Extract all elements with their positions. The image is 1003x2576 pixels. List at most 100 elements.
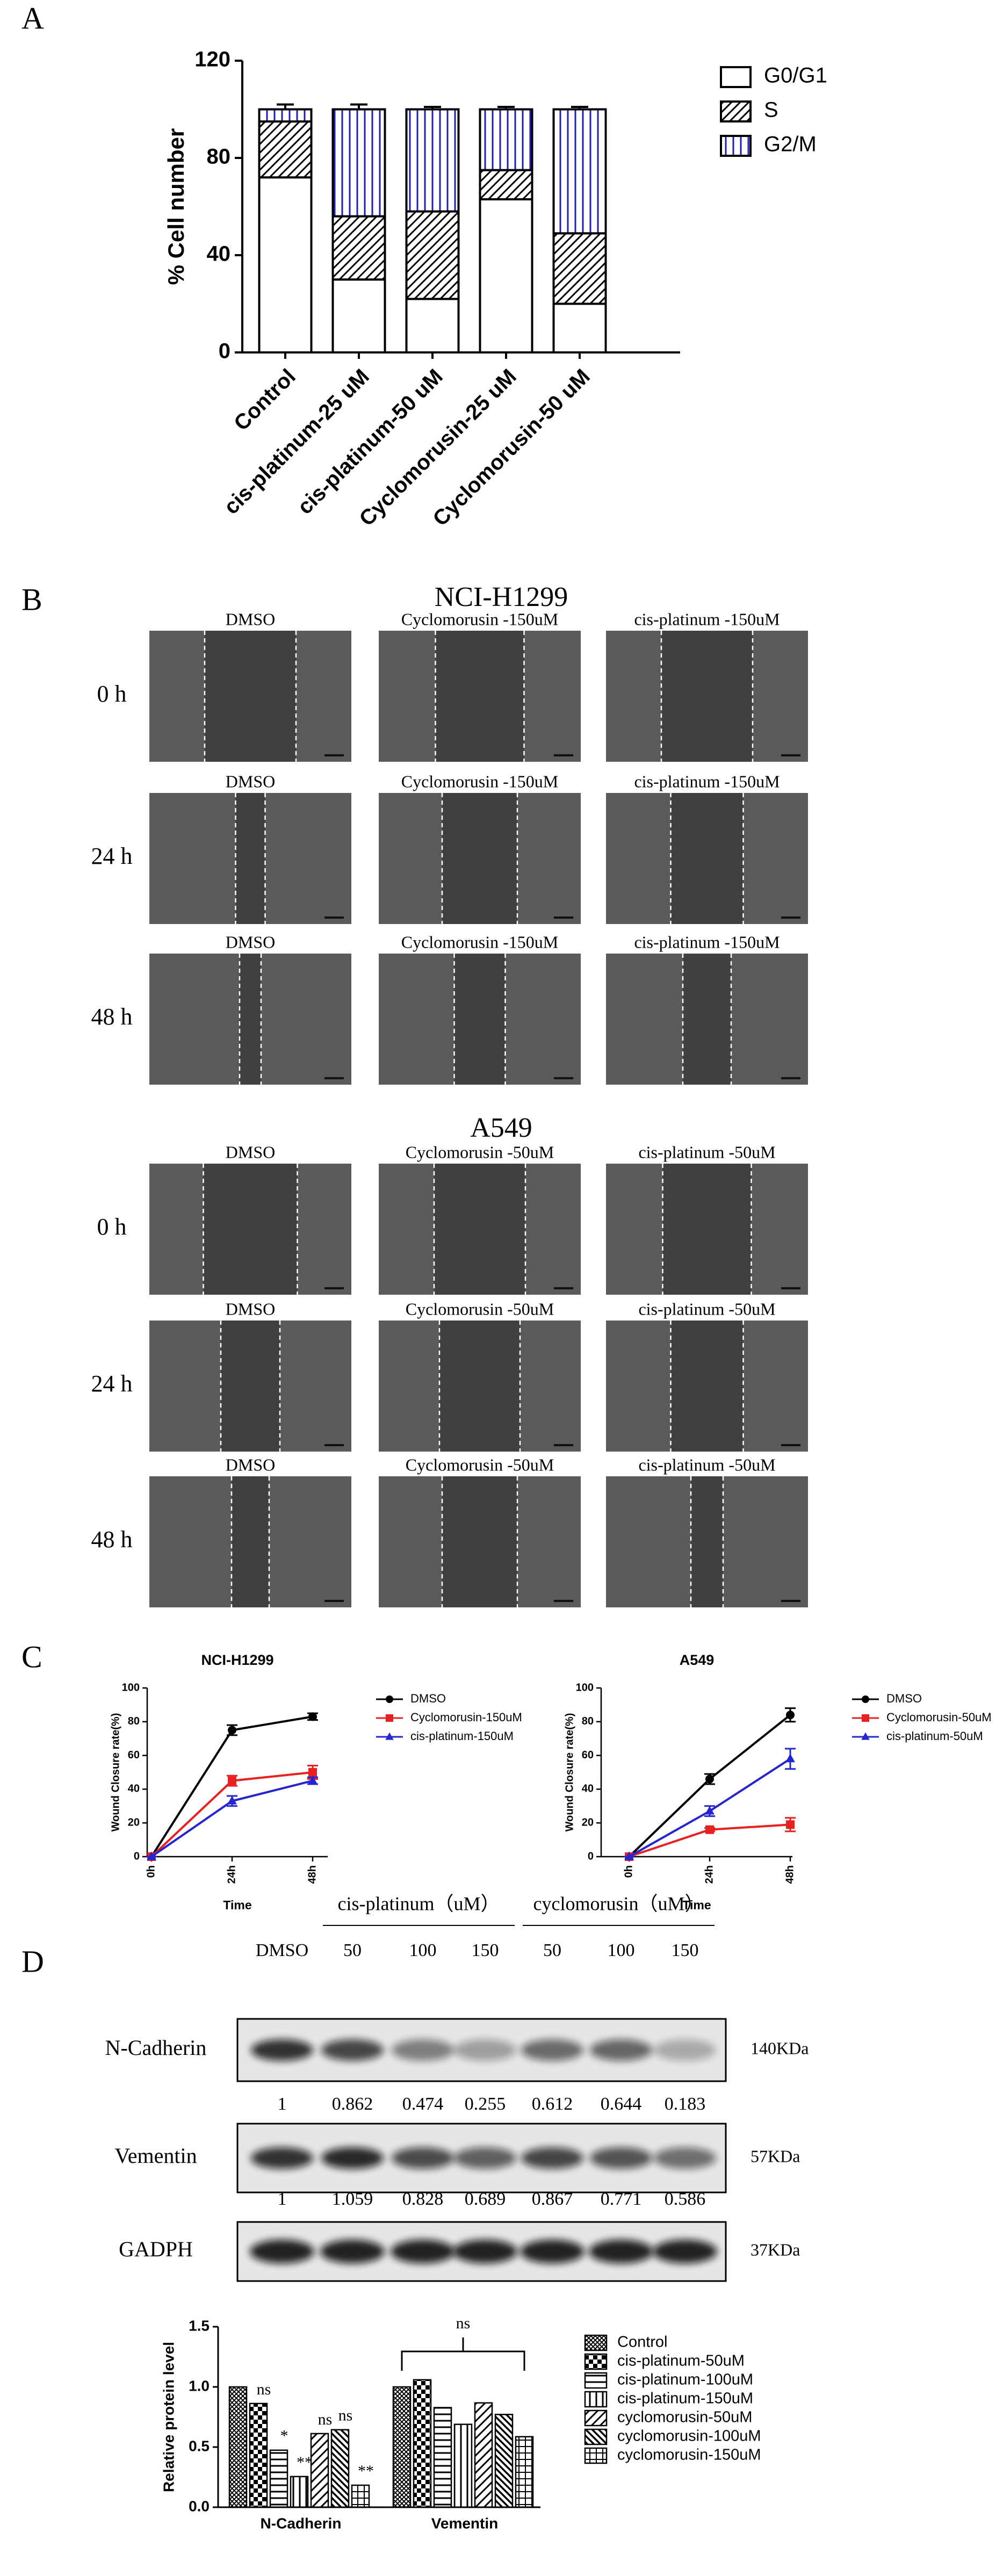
- wound-gap: [683, 954, 731, 1085]
- protein-label: Vementin: [114, 2144, 197, 2168]
- wound-gap: [235, 793, 265, 924]
- blot-band: [521, 2147, 583, 2169]
- quant-label: 1: [278, 2189, 287, 2209]
- y-tick-label: 0: [588, 1850, 594, 1862]
- marker: [705, 1806, 715, 1815]
- bar: [351, 2484, 370, 2508]
- bar: [413, 2379, 432, 2508]
- lane-label: 100: [409, 1940, 437, 1960]
- x-axis-label: Time: [682, 1898, 711, 1912]
- blot-band: [321, 2039, 384, 2061]
- row-label: 24 h: [91, 843, 133, 869]
- y-tick-label: 20: [128, 1816, 140, 1828]
- blot-band: [520, 2240, 585, 2263]
- marker: [786, 1711, 795, 1720]
- legend-label: Cyclomorusin-50uM: [886, 1711, 992, 1724]
- quant-label: 0.586: [665, 2189, 706, 2209]
- significance-label: ns: [318, 2411, 333, 2428]
- column-label: cis-platinum -50uM: [638, 1142, 775, 1161]
- x-tick-label: Vementin: [431, 2515, 498, 2531]
- legend-swatch: [584, 2391, 608, 2408]
- chart-title: NCI-H1299: [201, 1652, 273, 1668]
- bar-segment: [405, 210, 460, 300]
- error-bar: [497, 105, 515, 110]
- lane-label: 50: [343, 1940, 362, 1960]
- marker: [786, 1820, 795, 1829]
- wound-gap: [670, 1321, 744, 1452]
- quant-label: 1.059: [332, 2189, 373, 2209]
- group-title: NCI-H1299: [435, 582, 568, 612]
- legend-label: cyclomorusin-100uM: [617, 2428, 761, 2445]
- y-tick-label: 1.5: [189, 2317, 210, 2334]
- wound-gap: [670, 793, 744, 924]
- marker: [386, 1714, 393, 1722]
- panel-label: D: [21, 1944, 44, 1979]
- marker: [308, 1768, 317, 1777]
- y-tick-label: 80: [207, 145, 231, 169]
- y-tick-label: 40: [582, 1783, 594, 1795]
- wound-gap: [232, 1476, 269, 1607]
- x-tick-label: Control: [229, 365, 300, 436]
- column-label: cis-platinum -50uM: [638, 1299, 775, 1318]
- lane-label: 100: [608, 1940, 635, 1960]
- x-tick-label: 24h: [226, 1865, 237, 1884]
- x-tick-label: 48h: [306, 1865, 318, 1884]
- legend-label: G0/G1: [764, 64, 827, 88]
- wound-gap: [221, 1321, 280, 1452]
- bar: [249, 2402, 268, 2508]
- legend-swatch: [720, 66, 752, 88]
- legend-label: S: [764, 98, 778, 122]
- legend-swatch: [720, 135, 752, 157]
- y-tick-label: 80: [128, 1715, 140, 1727]
- bracket: [401, 2337, 525, 2371]
- group-label: cis-platinum（uM）: [338, 1893, 500, 1914]
- blot-band: [392, 2147, 454, 2169]
- significance-label: **: [358, 2462, 374, 2480]
- column-label: Cyclomorusin -150uM: [401, 609, 558, 629]
- quant-label: 0.183: [665, 2094, 706, 2114]
- legend-swatch: [584, 2428, 608, 2445]
- bar: [228, 2386, 248, 2508]
- lane-label: DMSO: [256, 1940, 308, 1960]
- wound-gap: [454, 954, 506, 1085]
- x-tick-label: 0h: [623, 1865, 634, 1878]
- wound-gap: [442, 793, 517, 924]
- column-label: DMSO: [226, 1142, 275, 1161]
- legend-label: cis-platinum-50uM: [886, 1729, 983, 1743]
- legend-swatch: [584, 2409, 608, 2427]
- quant-label: 0.644: [601, 2094, 642, 2114]
- legend-label: cis-platinum-150uM: [617, 2390, 753, 2407]
- blot-band: [454, 2147, 516, 2169]
- series-line: [628, 1714, 791, 1858]
- panel-label: A: [21, 1, 44, 35]
- quant-label: 0.867: [532, 2189, 573, 2209]
- legend-label: cyclomorusin-150uM: [617, 2447, 761, 2464]
- marker: [308, 1712, 317, 1721]
- bar-segment: [479, 198, 533, 353]
- bar-segment: [405, 298, 460, 354]
- legend-label: cyclomorusin-50uM: [617, 2409, 752, 2426]
- group-title: A549: [470, 1113, 532, 1143]
- marker: [705, 1825, 714, 1834]
- y-tick-label: 0.0: [189, 2498, 210, 2514]
- blot-band: [521, 2039, 583, 2061]
- wound-gap: [691, 1476, 723, 1607]
- x-tick-label: 48h: [784, 1865, 796, 1884]
- group-label: cyclomorusin（uM）: [533, 1893, 704, 1914]
- blot-band: [589, 2240, 653, 2263]
- blot-band: [250, 2240, 314, 2263]
- marker: [385, 1732, 394, 1740]
- x-tick-label: N-Cadherin: [261, 2515, 342, 2531]
- quant-label: 0.689: [465, 2189, 506, 2209]
- marker: [861, 1732, 870, 1740]
- x-axis-label: Time: [223, 1898, 251, 1912]
- bar: [310, 2433, 329, 2508]
- y-axis-label: Wound Closure rate(%): [564, 1713, 575, 1832]
- significance-label: ns: [257, 2380, 271, 2398]
- error-bar: [424, 105, 441, 110]
- bar-segment: [331, 278, 386, 353]
- legend-swatch: [584, 2353, 608, 2370]
- bar-segment: [331, 108, 386, 218]
- bar: [290, 2476, 309, 2508]
